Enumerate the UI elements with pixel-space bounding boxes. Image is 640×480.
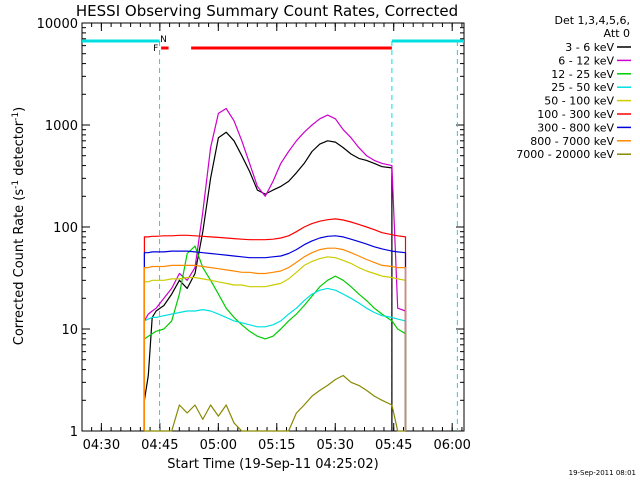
flag-f-label: F bbox=[153, 44, 158, 54]
y-tick-label: 1 bbox=[70, 425, 78, 440]
y-tick-label: 10000 bbox=[37, 17, 78, 32]
legend-header-1: Det 1,3,4,5,6, bbox=[554, 14, 630, 27]
series-line-5 bbox=[143, 218, 407, 431]
y-axis-label-main: Corrected Count Rate (s bbox=[12, 189, 27, 346]
legend-entry-label: 7000 - 20000 keV bbox=[516, 148, 614, 161]
series-lines bbox=[143, 107, 407, 432]
y-axis-label-end: ) bbox=[12, 107, 27, 112]
series-line-2 bbox=[143, 245, 407, 431]
legend-entry-label: 25 - 50 keV bbox=[551, 81, 614, 94]
legend-entry-label: 50 - 100 keV bbox=[544, 95, 614, 108]
axis-ticks: 04:30 04:45 05:00 05:15 05:30 05:45 06:00 1 10 10… bbox=[37, 17, 471, 453]
x-tick-label: 05:45 bbox=[375, 438, 412, 453]
series-line-6 bbox=[143, 235, 407, 431]
x-tick-label: 05:15 bbox=[258, 438, 295, 453]
series-line-7 bbox=[143, 247, 407, 431]
x-tick-label: 06:00 bbox=[433, 438, 470, 453]
y-tick-label: 10 bbox=[61, 323, 78, 338]
y-tick-label: 100 bbox=[53, 221, 78, 236]
legend-entry-label: 12 - 25 keV bbox=[551, 68, 614, 81]
x-axis-label: Start Time (19-Sep-11 04:25:02) bbox=[167, 457, 378, 472]
attenuator-marks: FN bbox=[82, 35, 464, 431]
x-tick-label: 04:30 bbox=[83, 438, 120, 453]
series-line-3 bbox=[143, 287, 407, 431]
legend-entry-label: 6 - 12 keV bbox=[558, 54, 614, 67]
legend-header-2: Att 0 bbox=[604, 27, 630, 40]
legend-entry-label: 100 - 300 keV bbox=[537, 108, 614, 121]
flag-n-label: N bbox=[160, 35, 167, 45]
legend-entry-label: 300 - 800 keV bbox=[537, 121, 614, 134]
legend-entry-label: 3 - 6 keV bbox=[565, 41, 614, 54]
series-line-4 bbox=[143, 256, 407, 431]
y-axis-label: Corrected Count Rate (s-1 detector-1) bbox=[11, 107, 27, 345]
y-axis-label-sup2: -1 bbox=[11, 112, 21, 121]
chart-title: HESSI Observing Summary Count Rates, Cor… bbox=[76, 2, 458, 20]
series-line-8 bbox=[144, 374, 406, 432]
x-tick-label: 04:45 bbox=[141, 438, 178, 453]
x-tick-label: 05:00 bbox=[200, 438, 237, 453]
y-axis-label-sup1: -1 bbox=[11, 180, 21, 189]
plot-frame bbox=[81, 22, 465, 432]
y-axis-label-mid: detector bbox=[12, 120, 27, 180]
y-tick-label: 1000 bbox=[45, 119, 78, 134]
timestamp: 19-Sep-2011 08:01 bbox=[569, 469, 636, 477]
series-line-1 bbox=[143, 107, 407, 431]
legend-entry-label: 800 - 7000 keV bbox=[530, 135, 614, 148]
x-tick-label: 05:30 bbox=[317, 438, 354, 453]
